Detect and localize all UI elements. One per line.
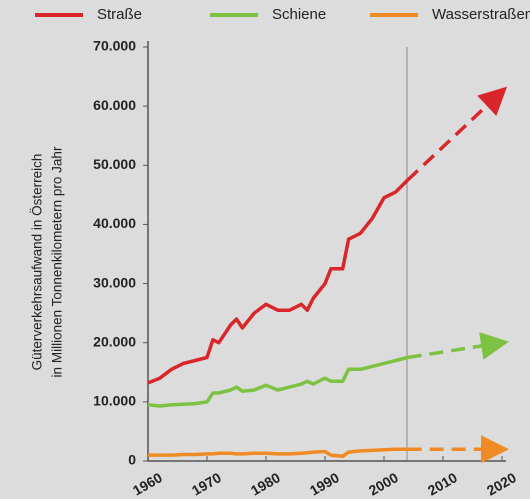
y-tick-label: 70.000 xyxy=(93,38,136,54)
x-tick-label: 1990 xyxy=(307,469,342,499)
series-line xyxy=(147,178,409,385)
y-tick-label: 60.000 xyxy=(93,97,136,113)
x-tick-label: 1980 xyxy=(248,469,283,499)
series-line xyxy=(148,447,408,459)
y-axis-title: Güterverkehrsaufwand in Österreich xyxy=(30,154,45,371)
x-tick-label: 2010 xyxy=(425,469,460,499)
projection-line xyxy=(407,332,509,360)
legend-label: Wasserstraßen xyxy=(432,6,530,23)
y-tick-label: 30.000 xyxy=(93,274,136,290)
series-line xyxy=(147,355,409,408)
x-tick-label: 1970 xyxy=(189,469,224,499)
legend-label: Schiene xyxy=(272,6,326,23)
projection-line xyxy=(406,86,508,182)
x-tick-label: 1960 xyxy=(130,469,165,499)
y-tick-label: 20.000 xyxy=(93,333,136,349)
x-tick-label: 2000 xyxy=(366,469,401,499)
y-tick-label: 0 xyxy=(128,452,136,468)
y-tick-label: 10.000 xyxy=(93,393,136,409)
y-tick-label: 40.000 xyxy=(93,215,136,231)
y-tick-label: 50.000 xyxy=(93,156,136,172)
y-axis-title: in Millionen Tonnenkilometern pro Jahr xyxy=(50,146,65,377)
x-tick-label: 2020 xyxy=(484,469,519,499)
legend-label: Straße xyxy=(97,6,142,23)
